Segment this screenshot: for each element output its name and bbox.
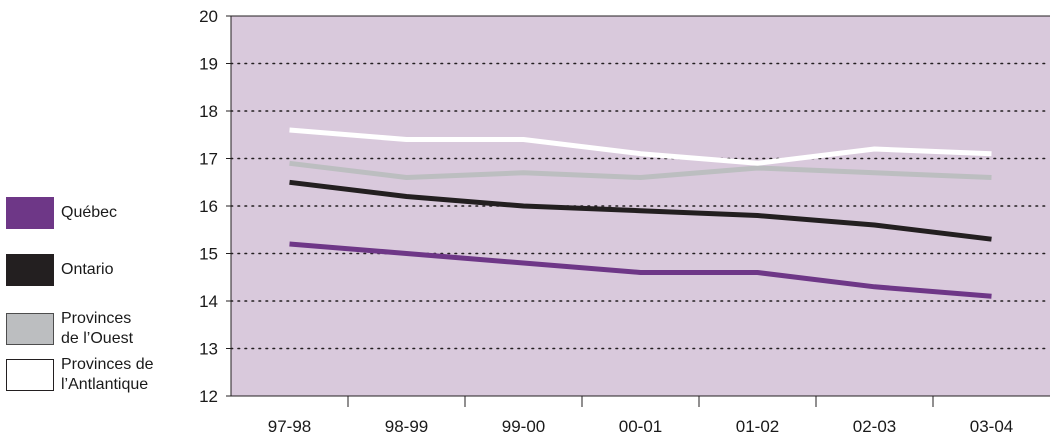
x-tick-label-01-02: 01-02 — [736, 417, 779, 436]
series-line-3 — [289, 127, 992, 166]
legend-item-ontario: Ontario — [6, 254, 113, 286]
y-tick-label-18: 18 — [199, 102, 218, 121]
legend-swatch-quebec — [6, 197, 54, 229]
series-line-2 — [289, 160, 992, 180]
y-tick-label-20: 20 — [199, 7, 218, 26]
x-tick-label-97-98: 97-98 — [268, 417, 311, 436]
y-tick-label-17: 17 — [199, 150, 218, 169]
legend-item-provinces-ouest: Provinces de l’Ouest — [6, 309, 133, 349]
series-lines — [289, 127, 992, 299]
chart-legend: Québec Ontario Provinces de l’Ouest Prov… — [0, 0, 200, 437]
series-line-0 — [289, 241, 992, 299]
legend-label-quebec: Québec — [61, 204, 118, 221]
legend-swatch-ontario — [6, 254, 54, 286]
y-axis-tick-labels: 12 13 14 15 16 17 18 19 20 — [199, 7, 218, 406]
y-tick-label-15: 15 — [199, 245, 218, 264]
axes — [226, 15, 1050, 407]
y-tick-label-19: 19 — [199, 55, 218, 74]
legend-label-ontario: Ontario — [61, 261, 114, 278]
legend-item-quebec: Québec — [6, 197, 117, 229]
x-tick-label-02-03: 02-03 — [853, 417, 896, 436]
legend-item-provinces-atlantique: Provinces de l’Antlantique — [6, 355, 154, 395]
legend-label-provinces-ouest: Provinces de l’Ouest — [61, 310, 134, 347]
y-tick-label-16: 16 — [199, 197, 218, 216]
x-axis-tick-labels: 97-98 98-99 99-00 00-01 01-02 02-03 03-04 — [268, 417, 1013, 436]
x-tick-label-99-00: 99-00 — [502, 417, 545, 436]
plot-area — [231, 16, 1050, 396]
series-line-1 — [289, 179, 992, 242]
legend-label-provinces-atlantique: Provinces de l’Antlantique — [61, 356, 154, 393]
legend-swatch-provinces-atlantique — [6, 359, 54, 391]
y-tick-label-13: 13 — [199, 340, 218, 359]
legend-swatch-provinces-ouest — [6, 313, 54, 345]
x-tick-label-03-04: 03-04 — [970, 417, 1013, 436]
x-tick-label-00-01: 00-01 — [619, 417, 662, 436]
y-tick-label-14: 14 — [199, 292, 218, 311]
y-tick-label-12: 12 — [199, 387, 218, 406]
x-tick-label-98-99: 98-99 — [385, 417, 428, 436]
